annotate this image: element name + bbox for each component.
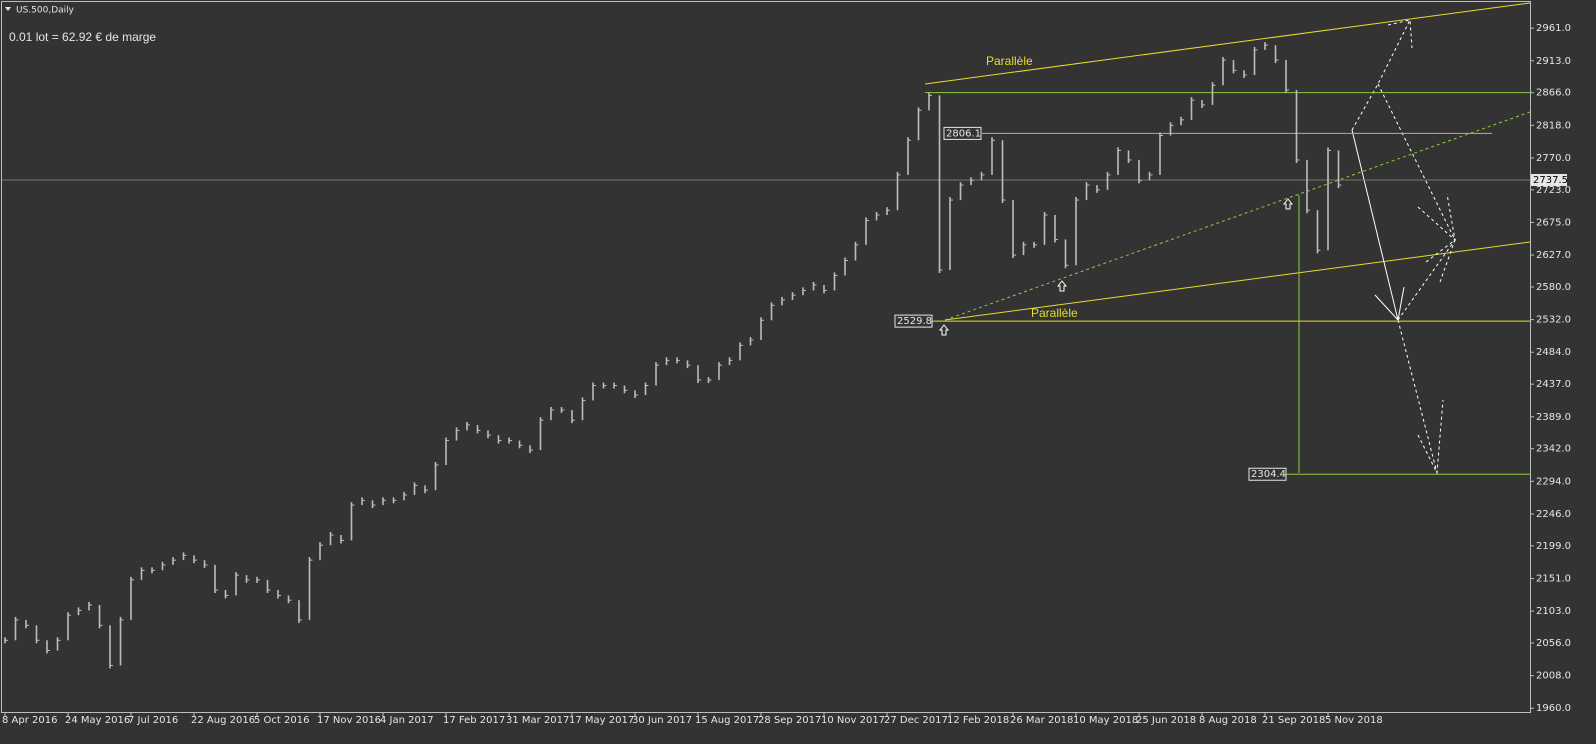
x-tick-label: 10 May 2018 (1073, 715, 1138, 726)
margin-note: 0.01 lot = 62.92 € de marge (9, 30, 156, 44)
arrow-head (1425, 238, 1457, 283)
channel-mid (944, 111, 1531, 321)
x-tick-label: 8 Aug 2018 (1199, 715, 1257, 726)
current-price-label: 2737.5 (1533, 175, 1568, 186)
projection-arrow (1351, 129, 1399, 321)
arrow-head (1417, 399, 1444, 475)
y-tick-label: 2342.0 (1536, 444, 1571, 455)
x-tick-label: 28 Sep 2017 (758, 715, 821, 726)
y-tick-label: 2723.0 (1536, 185, 1571, 196)
current-price-box (1531, 173, 1567, 186)
x-tick-label: 15 Aug 2017 (695, 715, 759, 726)
x-tick-label: 4 Jan 2017 (380, 715, 434, 726)
y-tick-label: 2294.0 (1536, 476, 1571, 487)
y-tick-label: 2246.0 (1536, 509, 1571, 520)
x-tick-label: 24 May 2016 (65, 715, 130, 726)
y-tick-label: 2008.0 (1536, 671, 1571, 682)
y-tick-label: 2818.0 (1536, 120, 1571, 131)
level-label-box (894, 314, 933, 328)
y-tick-label: 2103.0 (1536, 606, 1571, 617)
x-tick-label: 12 Feb 2018 (947, 715, 1009, 726)
y-tick-label: 2151.0 (1536, 573, 1571, 584)
x-tick-label: 5 Nov 2018 (1325, 715, 1383, 726)
up-arrow (938, 324, 950, 336)
x-tick-label: 17 Feb 2017 (443, 715, 505, 726)
x-tick-label: 10 Nov 2017 (821, 715, 885, 726)
fractal-arrows (938, 198, 1294, 336)
x-tick-label: 7 Jul 2016 (128, 715, 178, 726)
x-tick-label: 27 Dec 2017 (884, 715, 948, 726)
x-tick-label: 8 Apr 2016 (2, 715, 57, 726)
level-label: 2304.4 (1251, 469, 1286, 480)
channel-upper (924, 2, 1531, 85)
y-tick-label: 2437.0 (1536, 379, 1571, 390)
x-tick-label: 21 Sep 2018 (1262, 715, 1325, 726)
up-arrow (1056, 280, 1068, 292)
x-tick-label: 22 Aug 2016 (191, 715, 255, 726)
y-tick-label: 2913.0 (1536, 56, 1571, 67)
y-tick-label: 2532.0 (1536, 315, 1571, 326)
x-tick-label: 17 May 2017 (569, 715, 634, 726)
level-label: 2529.8 (897, 316, 932, 327)
channel-label: Parallèle (986, 54, 1033, 68)
level-label-box (1248, 467, 1287, 481)
scenario-paths (1351, 19, 1457, 475)
channel-lower (944, 241, 1531, 321)
y-tick-label: 2389.0 (1536, 412, 1571, 423)
x-tick-label: 31 Mar 2017 (506, 715, 569, 726)
y-tick-label: 2199.0 (1536, 541, 1571, 552)
y-tick-label: 2770.0 (1536, 153, 1571, 164)
arrow-head (1387, 19, 1413, 49)
x-tick-label: 26 Mar 2018 (1010, 715, 1073, 726)
symbol-title: US.500,Daily (16, 6, 75, 16)
collapse-icon[interactable] (5, 7, 11, 11)
x-tick-label: 30 Jun 2017 (632, 715, 692, 726)
scenario-rebound (1397, 239, 1456, 321)
x-tick-label: 17 Nov 2016 (317, 715, 381, 726)
channel-label: Parallèle (1031, 306, 1078, 320)
scenario-target (1397, 319, 1438, 474)
y-tick-label: 1960.0 (1536, 703, 1571, 714)
x-tick-label: 5 Oct 2016 (254, 715, 309, 726)
scenario-down (1377, 83, 1456, 241)
y-tick-label: 2056.0 (1536, 638, 1571, 649)
y-tick-label: 2627.0 (1536, 250, 1571, 261)
y-tick-label: 2866.0 (1536, 88, 1571, 99)
x-tick-label: 25 Jun 2018 (1136, 715, 1196, 726)
up-arrow (1282, 198, 1294, 210)
y-tick-label: 2961.0 (1536, 23, 1571, 34)
plot-frame (1, 1, 1531, 713)
y-tick-label: 2484.0 (1536, 347, 1571, 358)
y-tick-label: 2580.0 (1536, 282, 1571, 293)
y-tick-label: 2675.0 (1536, 217, 1571, 228)
level-label-box (943, 126, 982, 140)
level-label: 2806.1 (946, 128, 981, 139)
drawings: Parallèle Parallèle (924, 2, 1531, 475)
